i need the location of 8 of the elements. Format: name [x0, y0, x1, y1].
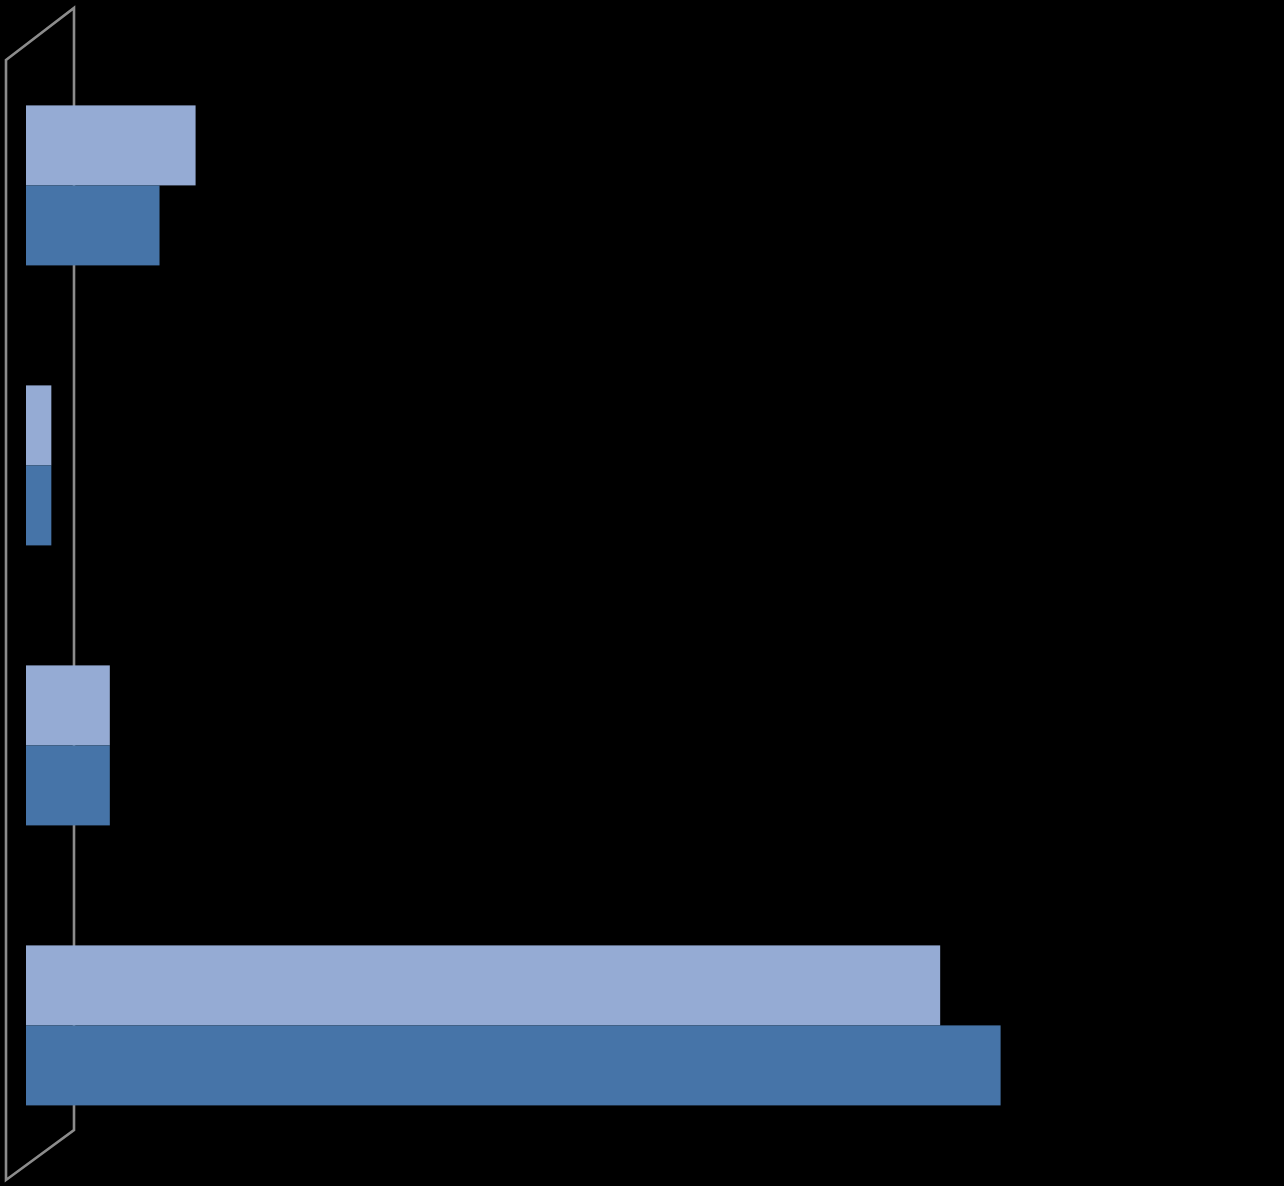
bar: [26, 945, 941, 1026]
bar: [26, 105, 196, 186]
bar: [26, 1025, 1001, 1106]
bar: [26, 745, 110, 826]
bar: [26, 185, 160, 266]
bar: [26, 385, 52, 466]
bar: [26, 465, 52, 546]
bar: [26, 665, 110, 746]
